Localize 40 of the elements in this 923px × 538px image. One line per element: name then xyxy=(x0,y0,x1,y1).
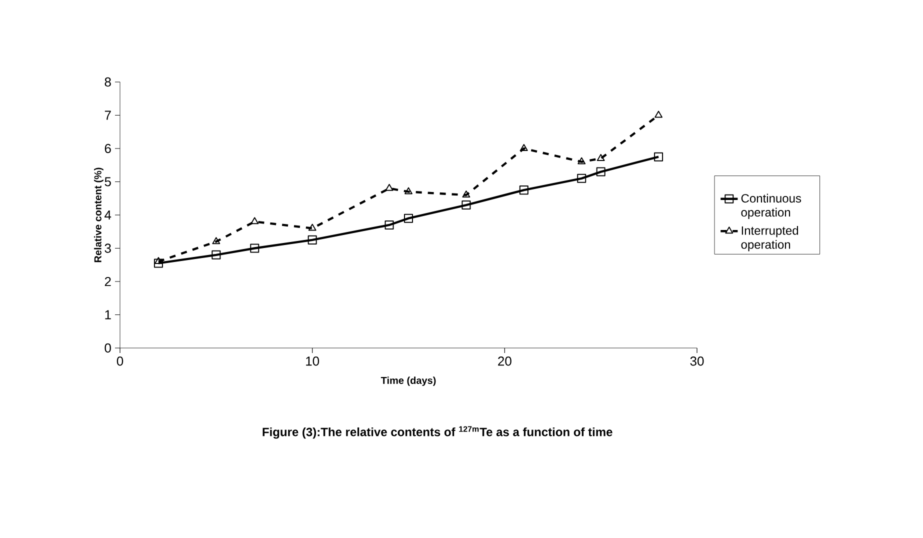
y-tick-label: 7 xyxy=(104,110,111,120)
point xyxy=(462,190,470,198)
y-tick-label: 0 xyxy=(104,343,111,353)
point xyxy=(577,174,586,183)
x-tick-label: 30 xyxy=(690,356,704,366)
point xyxy=(596,154,605,161)
legend-label: Interrupted operation xyxy=(741,226,798,252)
text: Figure (3):The relative contents of $^{127m}$Te as a function of time xyxy=(262,426,612,439)
point xyxy=(308,235,317,244)
point xyxy=(519,186,528,195)
legend-label: Continuous operation xyxy=(741,194,802,219)
y-tick-label: 1 xyxy=(105,310,111,320)
y-axis-title: Relative content (%) xyxy=(94,168,104,262)
y-tick-label: 6 xyxy=(104,144,111,154)
point xyxy=(308,224,316,231)
point xyxy=(384,220,394,230)
point xyxy=(596,167,606,176)
point xyxy=(404,214,414,223)
point xyxy=(404,187,412,194)
y-tick-label: 5 xyxy=(104,177,111,186)
y-tick-label: 4 xyxy=(104,210,112,220)
point xyxy=(578,157,586,164)
x-tick-label: 20 xyxy=(498,356,512,366)
point xyxy=(654,152,664,162)
point xyxy=(212,237,220,244)
point xyxy=(212,250,221,260)
point xyxy=(154,257,162,264)
x-tick-label: 0 xyxy=(116,356,124,366)
point xyxy=(385,184,394,191)
point xyxy=(654,110,663,118)
y-tick-label: 8 xyxy=(104,77,111,87)
x-tick-label: 10 xyxy=(306,356,320,366)
x-axis-title: Time (days) xyxy=(380,376,436,386)
point xyxy=(462,200,471,210)
y-tick-label: 3 xyxy=(104,244,111,253)
y-tick-label: 2 xyxy=(104,276,111,286)
point xyxy=(154,258,163,268)
point xyxy=(250,244,260,253)
point xyxy=(250,217,259,224)
point xyxy=(520,144,528,152)
